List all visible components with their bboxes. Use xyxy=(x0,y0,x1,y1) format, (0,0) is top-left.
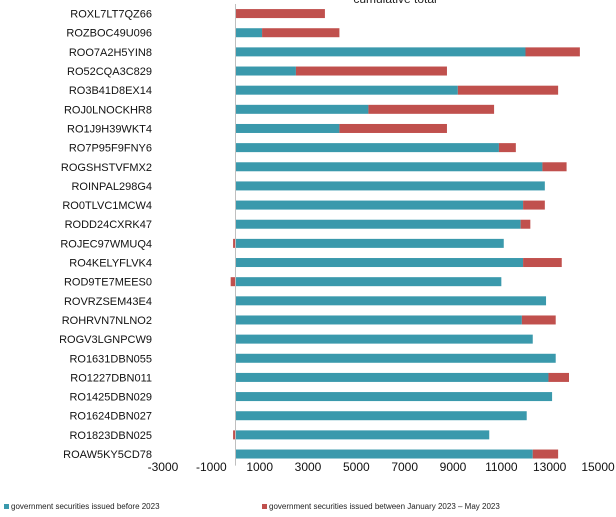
legend-swatch-before xyxy=(4,504,9,509)
bar-jan-may-2023 xyxy=(339,123,447,133)
bar-jan-may-2023 xyxy=(262,28,340,38)
bar-jan-may-2023 xyxy=(368,104,495,114)
bar-before-2023 xyxy=(235,411,527,421)
x-tick-label: 9000 xyxy=(440,460,467,474)
bar-before-2023 xyxy=(235,123,340,133)
bar-jan-may-2023 xyxy=(235,9,325,19)
category-label: RO1624DBN027 xyxy=(69,411,152,423)
category-label: ROVRZSEM43E4 xyxy=(64,296,152,308)
bar-before-2023 xyxy=(235,47,526,57)
category-label: RO7P95F9FNY6 xyxy=(69,143,152,155)
category-label: ROAW5KY5CD78 xyxy=(63,449,152,461)
bar-jan-may-2023 xyxy=(523,200,545,210)
category-label: RO4KELYFLVK4 xyxy=(69,258,152,270)
bar-before-2023 xyxy=(235,200,524,210)
x-tick-label: 7000 xyxy=(391,460,418,474)
bar-before-2023 xyxy=(235,28,263,38)
bar-before-2023 xyxy=(235,372,549,382)
bar-jan-may-2023 xyxy=(520,219,531,229)
category-label: ROJEC97WMUQ4 xyxy=(60,238,152,250)
bar-before-2023 xyxy=(235,296,547,306)
legend-item-before: government securities issued before 2023 xyxy=(4,502,160,511)
bar-jan-may-2023 xyxy=(295,66,447,76)
bar-jan-may-2023 xyxy=(498,143,516,153)
category-label: ROZBOC49U096 xyxy=(66,28,152,40)
category-label: RO1425DBN029 xyxy=(69,392,152,404)
legend-label-between: government securities issued between Jan… xyxy=(269,502,500,511)
bar-jan-may-2023 xyxy=(457,85,559,95)
bar-before-2023 xyxy=(235,143,499,153)
x-tick-label: -1000 xyxy=(196,460,227,474)
bar-before-2023 xyxy=(235,334,533,344)
bar-jan-may-2023 xyxy=(521,315,556,325)
bar-before-2023 xyxy=(235,219,521,229)
category-label: ROXL7LT7QZ66 xyxy=(70,9,152,21)
category-label: ROO7A2H5YIN8 xyxy=(69,47,152,59)
category-label: RODD24CXRK47 xyxy=(65,219,152,231)
x-tick-label: 15000 xyxy=(581,460,615,474)
bar-before-2023 xyxy=(235,66,296,76)
chart-title: cumulative total xyxy=(353,0,436,6)
bar-jan-may-2023 xyxy=(525,47,580,57)
bar-jan-may-2023 xyxy=(233,430,236,440)
bar-before-2023 xyxy=(235,315,522,325)
x-tick-label: 1000 xyxy=(246,460,273,474)
bar-before-2023 xyxy=(235,277,502,287)
category-label: ROD9TE7MEES0 xyxy=(64,277,152,289)
bar-before-2023 xyxy=(235,353,556,363)
category-label: ROHRVN7NLNO2 xyxy=(62,315,152,327)
bar-before-2023 xyxy=(235,238,504,248)
category-label: ROJ0LNOCKHR8 xyxy=(64,104,152,116)
bar-jan-may-2023 xyxy=(532,449,559,459)
bar-before-2023 xyxy=(235,258,524,268)
bar-before-2023 xyxy=(235,430,490,440)
bar-jan-may-2023 xyxy=(523,258,562,268)
bar-jan-may-2023 xyxy=(548,372,569,382)
bar-before-2023 xyxy=(235,104,369,114)
category-label: ROINPAL298G4 xyxy=(71,181,152,193)
x-tick-label: 11000 xyxy=(485,460,518,474)
bar-jan-may-2023 xyxy=(230,277,236,287)
category-label: RO1823DBN025 xyxy=(69,430,152,442)
category-label: RO1J9H39WKT4 xyxy=(67,123,152,135)
bar-before-2023 xyxy=(235,449,533,459)
category-label: ROGV3LGNPCW9 xyxy=(59,334,152,346)
x-tick-label: 5000 xyxy=(343,460,370,474)
legend-label-before: government securities issued before 2023 xyxy=(11,502,160,511)
x-tick-label: -3000 xyxy=(148,460,179,474)
bar-before-2023 xyxy=(235,181,545,191)
category-label: RO1227DBN011 xyxy=(70,372,152,384)
bar-before-2023 xyxy=(235,392,553,402)
category-label: RO3B41D8EX14 xyxy=(69,85,152,97)
bar-before-2023 xyxy=(235,162,543,172)
category-label: RO1631DBN055 xyxy=(69,353,152,365)
category-label: ROGSHSTVFMX2 xyxy=(61,162,152,174)
category-label: RO52CQA3C829 xyxy=(67,66,152,78)
legend-swatch-between xyxy=(262,504,267,509)
bar-jan-may-2023 xyxy=(542,162,567,172)
category-label: RO0TLVC1MCW4 xyxy=(62,200,152,212)
bar-jan-may-2023 xyxy=(233,238,236,248)
legend-item-between: government securities issued between Jan… xyxy=(262,502,500,511)
x-tick-label: 3000 xyxy=(295,460,322,474)
x-tick-label: 13000 xyxy=(533,460,567,474)
bar-before-2023 xyxy=(235,85,458,95)
